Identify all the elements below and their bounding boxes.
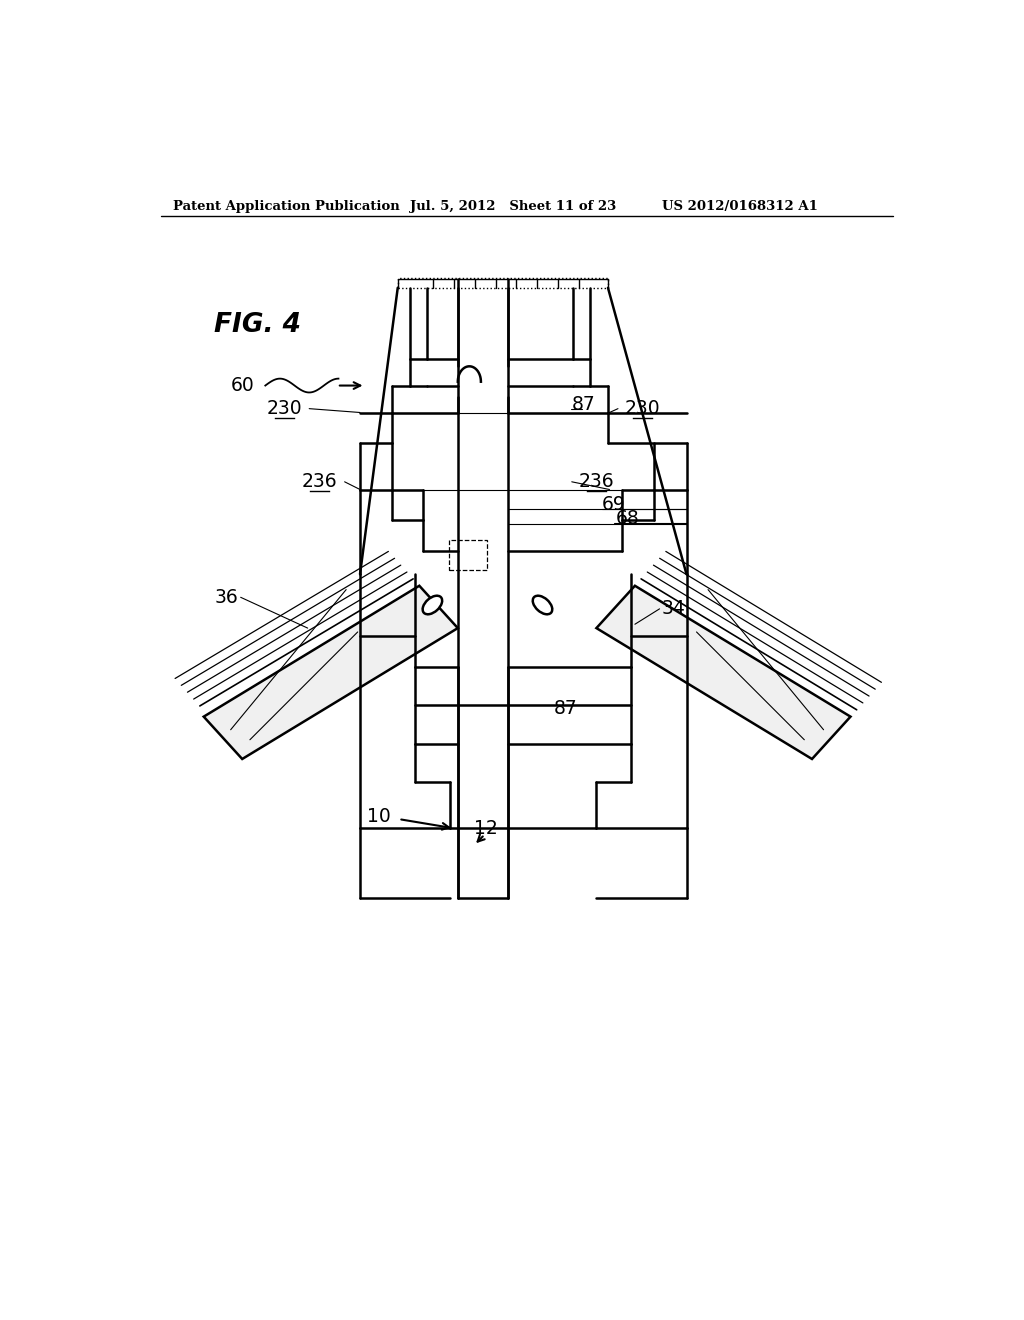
- Text: FIG. 4: FIG. 4: [214, 313, 301, 338]
- Text: 12: 12: [474, 818, 498, 838]
- Bar: [449, 540, 487, 570]
- Text: 87: 87: [571, 395, 595, 414]
- Text: 236: 236: [579, 473, 614, 491]
- Text: 60: 60: [230, 376, 254, 395]
- Text: 36: 36: [215, 587, 239, 607]
- Polygon shape: [596, 586, 851, 759]
- Text: 34: 34: [662, 599, 685, 618]
- Ellipse shape: [423, 595, 442, 614]
- Text: 69: 69: [602, 495, 626, 515]
- Text: 236: 236: [301, 473, 337, 491]
- Text: 68: 68: [615, 510, 639, 528]
- Ellipse shape: [532, 595, 552, 614]
- Polygon shape: [204, 586, 458, 759]
- Text: 87: 87: [554, 700, 578, 718]
- Text: Patent Application Publication: Patent Application Publication: [173, 199, 399, 213]
- Text: US 2012/0168312 A1: US 2012/0168312 A1: [662, 199, 818, 213]
- Bar: [397, 277, 608, 288]
- Text: 230: 230: [266, 399, 302, 418]
- Text: 10: 10: [367, 808, 390, 826]
- Text: 230: 230: [625, 399, 660, 418]
- Text: Jul. 5, 2012   Sheet 11 of 23: Jul. 5, 2012 Sheet 11 of 23: [410, 199, 616, 213]
